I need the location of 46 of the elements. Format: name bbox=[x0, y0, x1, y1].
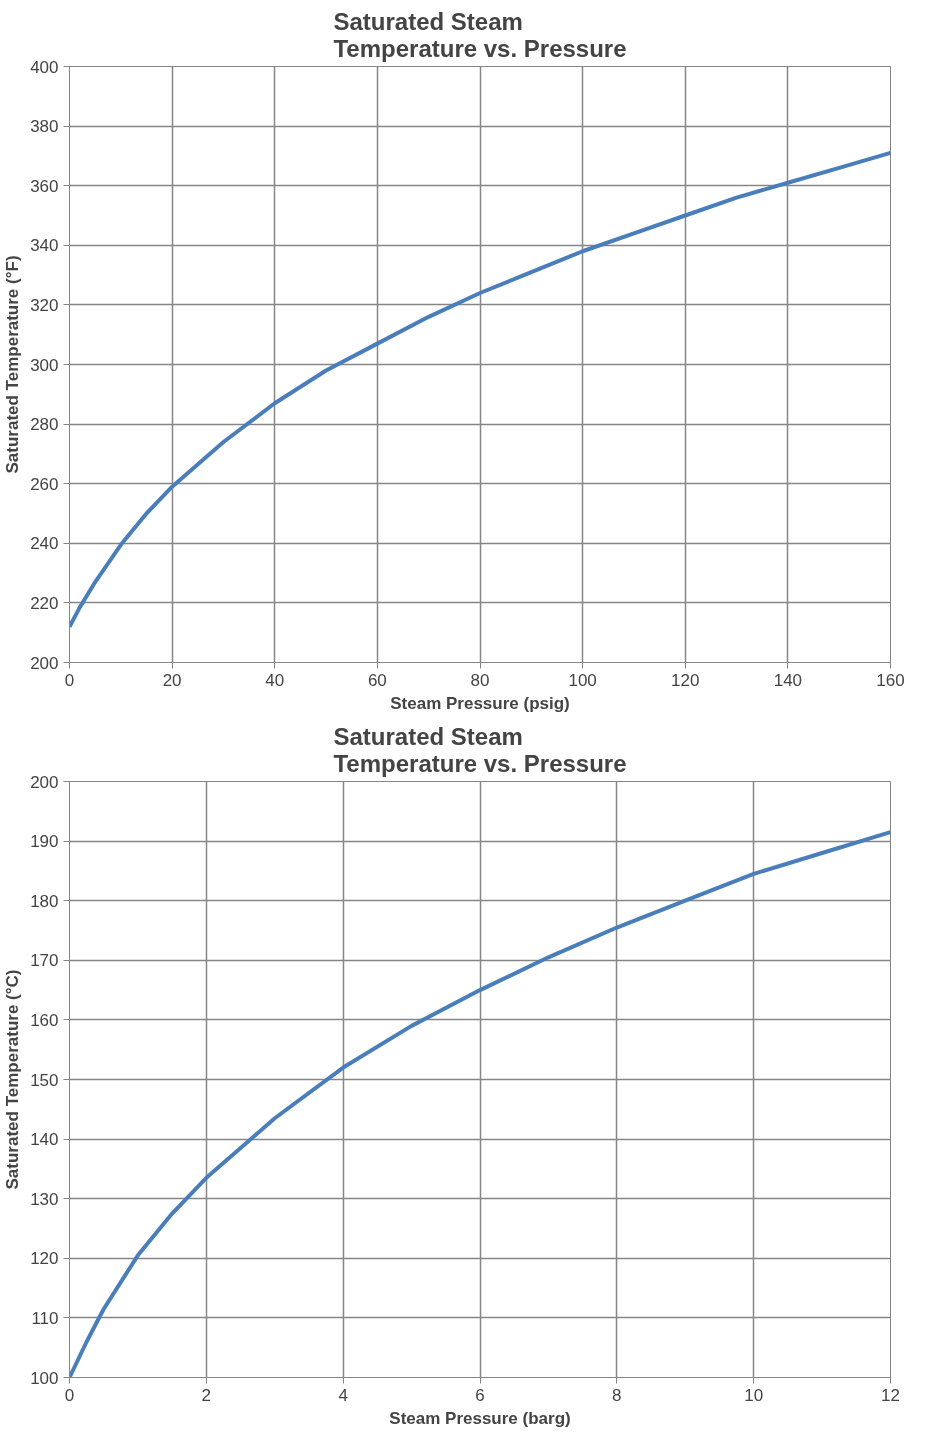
y-tick-label: 280 bbox=[30, 415, 59, 435]
y-tick-label: 340 bbox=[30, 236, 59, 256]
x-tick-label: 140 bbox=[773, 670, 803, 690]
y-tick-label: 120 bbox=[30, 1249, 59, 1269]
y-tick-label: 360 bbox=[30, 176, 59, 196]
y-tick-label: 220 bbox=[30, 593, 59, 613]
y-tick-label: 150 bbox=[30, 1070, 59, 1090]
x-tick-label: 6 bbox=[475, 1385, 485, 1405]
y-tick-label: 260 bbox=[30, 474, 59, 494]
x-tick-label: 12 bbox=[881, 1385, 900, 1405]
x-axis-title: Steam Pressure (psig) bbox=[390, 693, 570, 713]
y-axis-title: Saturated Temperature (°C) bbox=[3, 969, 23, 1190]
x-tick-label: 60 bbox=[367, 670, 387, 690]
line-series bbox=[69, 150, 891, 629]
y-axis-title: Saturated Temperature (°F) bbox=[3, 255, 23, 474]
y-tick-label: 100 bbox=[30, 1368, 59, 1388]
x-tick-label: 2 bbox=[201, 1385, 212, 1405]
y-tick-label: 400 bbox=[30, 57, 59, 77]
y-tick-label: 300 bbox=[30, 355, 59, 375]
x-tick-label: 100 bbox=[568, 670, 597, 690]
y-tick-label: 240 bbox=[30, 534, 59, 554]
chart-title: Saturated Steam Temperature vs. Pressure bbox=[333, 722, 627, 777]
x-tick-label: 160 bbox=[876, 670, 905, 690]
y-tick-label: 180 bbox=[30, 891, 59, 911]
line-series bbox=[69, 830, 891, 1378]
x-tick-label: 4 bbox=[338, 1385, 348, 1405]
y-tick-label: 200 bbox=[30, 772, 59, 792]
x-tick-label: 120 bbox=[671, 670, 700, 690]
y-tick-label: 190 bbox=[30, 832, 59, 852]
y-tick-label: 110 bbox=[31, 1308, 59, 1328]
y-tick-label: 160 bbox=[30, 1010, 59, 1030]
x-tick-label: 10 bbox=[744, 1385, 764, 1405]
y-tick-label: 140 bbox=[30, 1130, 59, 1150]
y-tick-label: 200 bbox=[30, 653, 59, 673]
chart-title: Saturated Steam Temperature vs. Pressure bbox=[333, 7, 627, 62]
x-tick-label: 20 bbox=[162, 670, 182, 690]
x-axis-title: Steam Pressure (barg) bbox=[389, 1408, 571, 1428]
y-tick-label: 320 bbox=[30, 295, 59, 315]
y-tick-label: 380 bbox=[30, 117, 59, 137]
x-tick-label: 8 bbox=[612, 1385, 622, 1405]
x-tick-label: 80 bbox=[470, 670, 490, 690]
x-tick-label: 0 bbox=[64, 670, 75, 690]
x-tick-label: 40 bbox=[265, 670, 285, 690]
y-tick-label: 130 bbox=[30, 1189, 59, 1209]
x-tick-label: 0 bbox=[64, 1385, 75, 1405]
y-tick-label: 170 bbox=[30, 951, 59, 971]
